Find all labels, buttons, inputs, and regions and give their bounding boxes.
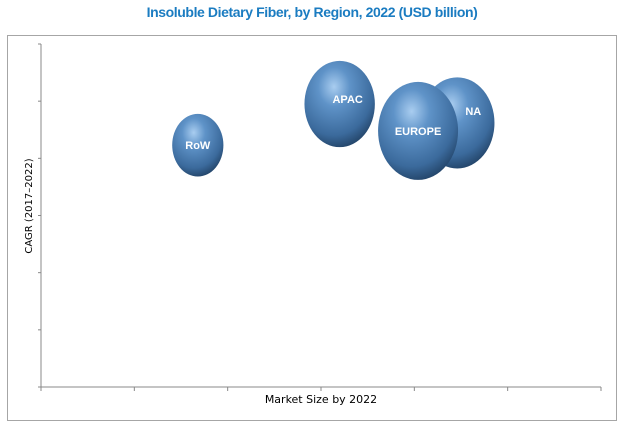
x-axis-label: Market Size by 2022 <box>265 393 377 406</box>
chart-title: Insoluble Dietary Fiber, by Region, 2022… <box>146 4 478 20</box>
bubble <box>378 81 459 180</box>
bubble <box>304 60 375 148</box>
bubble-label: APAC <box>332 94 362 106</box>
y-axis-label: CAGR (2017–2022) <box>24 158 35 253</box>
bubble-label: RoW <box>185 140 211 152</box>
bubble-apac: APAC <box>304 60 375 148</box>
chart-frame <box>7 35 617 421</box>
bubble-label: EUROPE <box>395 126 441 138</box>
bubble <box>172 113 224 177</box>
bubble-label: NA <box>465 106 481 118</box>
bubble-row: RoW <box>172 113 224 177</box>
bubble-europe: EUROPE <box>378 81 459 180</box>
